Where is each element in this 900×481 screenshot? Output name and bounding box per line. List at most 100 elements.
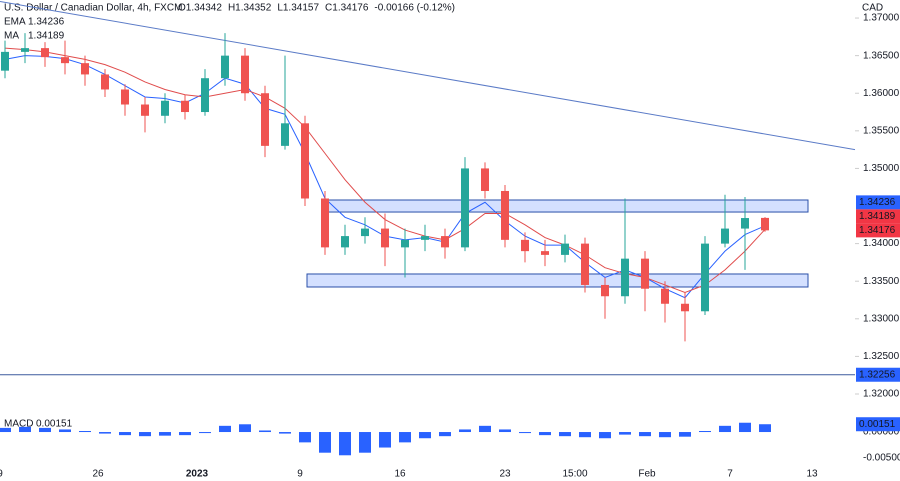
- macd-bar: [459, 429, 471, 433]
- macd-bar: [19, 426, 31, 433]
- candle-body: [41, 48, 49, 58]
- macd-bar: [279, 432, 291, 434]
- macd-bar: [639, 432, 651, 437]
- macd-bar: [599, 432, 611, 439]
- candle-body: [101, 74, 109, 90]
- ohlc-value: -0.00166 (-0.12%): [374, 3, 455, 14]
- candle-body: [521, 239, 529, 252]
- macd-bar: [559, 432, 571, 437]
- x-tick-label: 9: [297, 469, 303, 480]
- candle-body: [281, 123, 289, 146]
- y-tick-label: 1.36500: [863, 50, 900, 61]
- candle-body: [441, 236, 449, 248]
- candle-body: [581, 243, 589, 285]
- candle-body: [461, 168, 469, 248]
- price-label-bg: [856, 223, 900, 238]
- candle-body: [721, 228, 729, 244]
- candle-body: [601, 284, 609, 297]
- ohlc-value: O1.34342: [178, 3, 222, 14]
- candle-body: [561, 243, 569, 255]
- currency: CAD: [862, 3, 883, 14]
- macd-bar: [499, 429, 511, 433]
- macd-bar: [719, 425, 731, 433]
- candle-body: [141, 104, 149, 116]
- y-tick-label: 1.35500: [863, 125, 900, 136]
- candle-body: [161, 100, 169, 116]
- macd-bar: [759, 424, 771, 433]
- macd-bar: [0, 427, 11, 433]
- macd-bar: [619, 432, 631, 435]
- macd-bar: [659, 432, 671, 438]
- legend-name: EMA: [4, 17, 26, 28]
- candle-body: [261, 93, 269, 146]
- price-label: 1.32256: [859, 369, 896, 380]
- macd-bar: [179, 432, 191, 436]
- macd-bar: [739, 422, 751, 433]
- macd-bar: [539, 432, 551, 436]
- macd-bar: [79, 431, 91, 433]
- macd-bar: [219, 425, 231, 433]
- x-tick-label: 16: [394, 469, 406, 480]
- macd-bar: [199, 432, 211, 434]
- candle-body: [181, 100, 189, 113]
- candle-body: [541, 251, 549, 255]
- legend-name: MA: [4, 31, 19, 42]
- macd-bar: [319, 432, 331, 453]
- legend-value: 1.34236: [28, 17, 65, 28]
- zone: [326, 199, 809, 213]
- candle-body: [21, 48, 29, 52]
- y-tick-label: -0.00500: [863, 453, 900, 464]
- macd-bar: [579, 432, 591, 438]
- candle-body: [201, 78, 209, 113]
- candle-body: [681, 303, 689, 312]
- macd-bar: [679, 432, 691, 437]
- macd-bar: [239, 424, 251, 433]
- x-tick-label: 7: [727, 469, 733, 480]
- candle-body: [301, 123, 309, 199]
- y-tick-label: 0.00000: [863, 427, 900, 438]
- x-tick-label: 23: [499, 469, 511, 480]
- candle-body: [761, 217, 769, 231]
- candle-body: [221, 55, 229, 79]
- candle-body: [641, 258, 649, 289]
- price-label-bg: [856, 209, 900, 224]
- x-tick-label: Feb: [638, 469, 656, 480]
- ohlc-value: H1.34352: [228, 3, 272, 14]
- price-label-bg: [856, 195, 900, 210]
- trendline: [0, 1, 856, 151]
- candle-body: [401, 239, 409, 248]
- candle-body: [501, 190, 509, 240]
- macd-bar: [339, 432, 351, 456]
- zone: [306, 273, 809, 288]
- candle-body: [341, 236, 349, 248]
- price-label-bg: [856, 367, 900, 382]
- x-tick-label: 2023: [186, 469, 209, 480]
- candle-body: [741, 218, 749, 229]
- macd-bar: [419, 432, 431, 439]
- price-label-bg: [856, 417, 900, 432]
- candle-body: [241, 55, 249, 94]
- y-tick-label: 1.32500: [863, 351, 900, 362]
- macd-bar: [139, 432, 151, 437]
- candle-body: [361, 228, 369, 237]
- chart-title: U.S. Dollar / Canadian Dollar, 4h, FXCM: [4, 3, 182, 14]
- candle-body: [61, 57, 69, 64]
- y-tick-label: 1.37000: [863, 13, 900, 24]
- price-label: 1.34176: [859, 225, 896, 236]
- candle-body: [481, 168, 489, 191]
- y-tick-label: 1.33500: [863, 276, 900, 287]
- price-label: 1.34236: [859, 197, 896, 208]
- candle-body: [321, 198, 329, 248]
- x-tick-label: 9: [0, 469, 3, 480]
- y-tick-label: 1.32000: [863, 389, 900, 400]
- macd-bar: [699, 431, 711, 433]
- candle-body: [381, 228, 389, 248]
- macd-bar: [439, 432, 451, 437]
- candle-body: [121, 89, 129, 105]
- macd-bar: [379, 432, 391, 448]
- macd-value: 0.00151: [36, 419, 73, 430]
- y-tick-label: 1.35000: [863, 163, 900, 174]
- macd-bar: [259, 430, 271, 433]
